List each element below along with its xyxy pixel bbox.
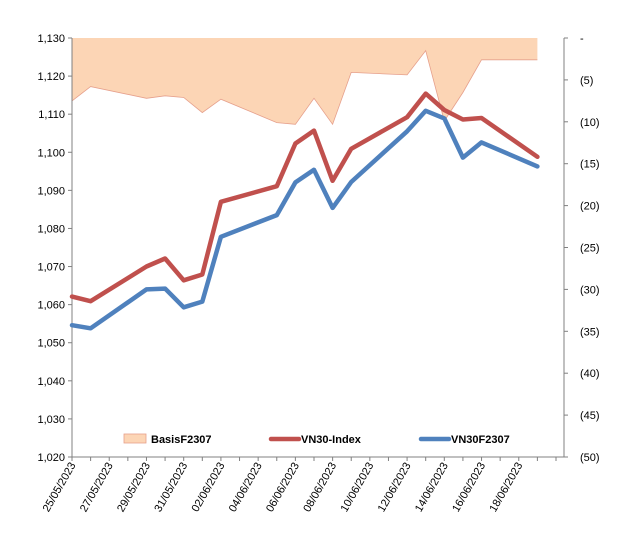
- x-tick-label: 14/06/2023: [413, 461, 451, 515]
- x-tick-label: 27/05/2023: [78, 461, 116, 515]
- series-line-vn30-index: [69, 91, 540, 304]
- x-tick-label: 06/06/2023: [264, 461, 302, 515]
- x-tick-label: 12/06/2023: [376, 461, 414, 515]
- x-tick-label: 29/05/2023: [115, 461, 153, 515]
- y-left-tick-label: 1,040: [37, 376, 65, 388]
- y-right-tick-label: (40): [580, 368, 600, 380]
- lines-layer: [69, 91, 540, 331]
- y-right-tick-label: (35): [580, 326, 600, 338]
- legend-label: BasisF2307: [151, 434, 212, 446]
- y-left-tick-label: 1,050: [37, 338, 65, 350]
- y-left-tick-label: 1,030: [37, 414, 65, 426]
- y-left-tick-label: 1,110: [38, 109, 65, 121]
- x-tick-label: 02/06/2023: [190, 461, 228, 515]
- x-tick-label: 10/06/2023: [339, 461, 377, 515]
- y-left-tick-label: 1,020: [37, 452, 65, 464]
- basis-area-layer: [71, 38, 538, 126]
- y-left-tick-label: 1,100: [37, 147, 65, 159]
- x-tick-label: 18/06/2023: [487, 461, 525, 515]
- x-tick-label: 08/06/2023: [301, 461, 339, 515]
- y-right-tick-label: (30): [580, 284, 600, 296]
- y-left-tick-label: 1,080: [37, 223, 65, 235]
- y-left-tick-label: 1,090: [37, 185, 65, 197]
- legend-label: VN30F2307: [451, 434, 510, 446]
- legend-swatch-basis: [123, 433, 147, 444]
- y-right-tick-label: -: [580, 33, 584, 45]
- y-right-tick-label: (20): [580, 201, 600, 213]
- x-tick-label: 25/05/2023: [41, 461, 79, 515]
- legend-label: VN30-Index: [301, 434, 362, 446]
- y-left-tick-label: 1,070: [37, 262, 65, 274]
- y-right-tick-label: (45): [580, 410, 600, 422]
- y-left-tick-label: 1,130: [37, 33, 65, 45]
- y-right-tick-label: (25): [580, 243, 600, 255]
- x-tick-label: 16/06/2023: [450, 461, 488, 515]
- basis-area-edge: [71, 49, 538, 126]
- series-line-vn30f2307: [69, 108, 540, 331]
- x-tick-label: 31/05/2023: [152, 461, 190, 515]
- y-left-tick-label: 1,060: [37, 300, 65, 312]
- x-tick-label: 04/06/2023: [227, 461, 265, 515]
- y-right-tick-label: (50): [580, 452, 600, 464]
- y-right-tick-label: (10): [580, 117, 600, 129]
- y-right-tick-label: (15): [580, 159, 600, 171]
- y-right-tick-label: (5): [580, 75, 593, 87]
- y-left-tick-label: 1,120: [37, 71, 65, 83]
- legend: BasisF2307 VN30-Index VN30F2307: [123, 433, 510, 446]
- basis-area: [72, 38, 538, 125]
